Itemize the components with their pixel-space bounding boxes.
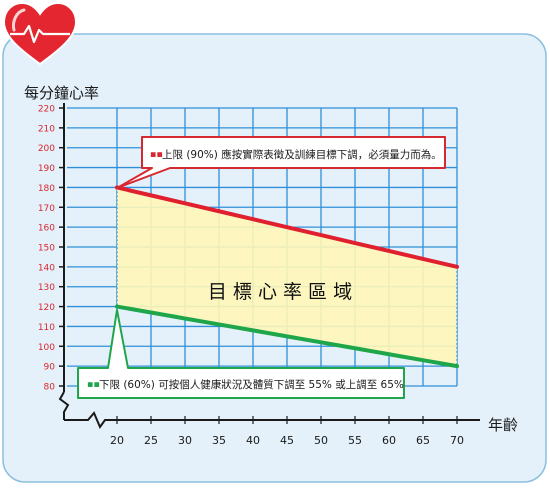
x-tick-label-60: 60 (382, 434, 396, 447)
y-tick-label-90: 90 (44, 363, 56, 373)
x-tick-label-30: 30 (178, 434, 192, 447)
y-tick-label-170: 170 (38, 204, 55, 214)
x-tick-label-25: 25 (144, 434, 158, 447)
y-tick-label-100: 100 (38, 343, 55, 353)
lower-limit-callout: ▪▪ 下限 (60%) 可按個人健康狀況及體質下調至 55% 或上調至 65% (77, 309, 405, 399)
y-tick-label-200: 200 (38, 144, 55, 154)
x-tick-label-40: 40 (246, 434, 260, 447)
y-tick-label-110: 110 (38, 323, 55, 333)
lower-limit-note: 下限 (60%) 可按個人健康狀況及體質下調至 55% 或上調至 65% (99, 378, 404, 391)
x-axis-line (64, 411, 480, 430)
x-tick-label-70: 70 (450, 434, 464, 447)
upper-limit-bullet: ▪▪ (150, 149, 163, 160)
y-tick-label-120: 120 (38, 303, 55, 313)
y-axis-label: 每分鐘心率 (24, 84, 99, 102)
x-tick-label-55: 55 (348, 434, 362, 447)
y-tick-label-80: 80 (44, 383, 56, 393)
tick-labels: 80 90 100 110 120 130 140 150 160 170 180 190 200 210… (38, 105, 464, 448)
y-tick-label-130: 130 (38, 283, 55, 293)
y-tick-label-190: 190 (38, 164, 55, 174)
y-axis-break (58, 391, 70, 420)
series-line-upper (115, 185, 459, 269)
series-lines (115, 185, 459, 369)
lower-limit-bullet: ▪▪ (87, 379, 100, 390)
x-tick-label-20: 20 (110, 434, 124, 447)
target-zone-label: 目 標 心 率 區 域 (208, 281, 352, 303)
upper-limit-note: 上限 (90%) 應按實際表徵及訓練目標下調，必須量力而為。 (162, 148, 442, 161)
y-tick-label-160: 160 (38, 224, 55, 234)
x-tick-label-35: 35 (212, 434, 226, 447)
x-axis-label: 年齡 (488, 416, 518, 434)
y-tick-label-220: 220 (38, 105, 55, 115)
series-line-lower (115, 304, 459, 369)
upper-limit-callout: ▪▪ 上限 (90%) 應按實際表徵及訓練目標下調，必須量力而為。 (116, 136, 446, 189)
y-tick-label-180: 180 (38, 184, 55, 194)
y-tick-label-150: 150 (38, 244, 55, 254)
heart-icon (2, 1, 78, 66)
x-tick-label-45: 45 (280, 434, 294, 447)
x-tick-label-65: 65 (416, 434, 430, 447)
y-tick-label-210: 210 (38, 124, 55, 134)
x-tick-label-50: 50 (314, 434, 328, 447)
y-tick-label-140: 140 (38, 263, 55, 273)
